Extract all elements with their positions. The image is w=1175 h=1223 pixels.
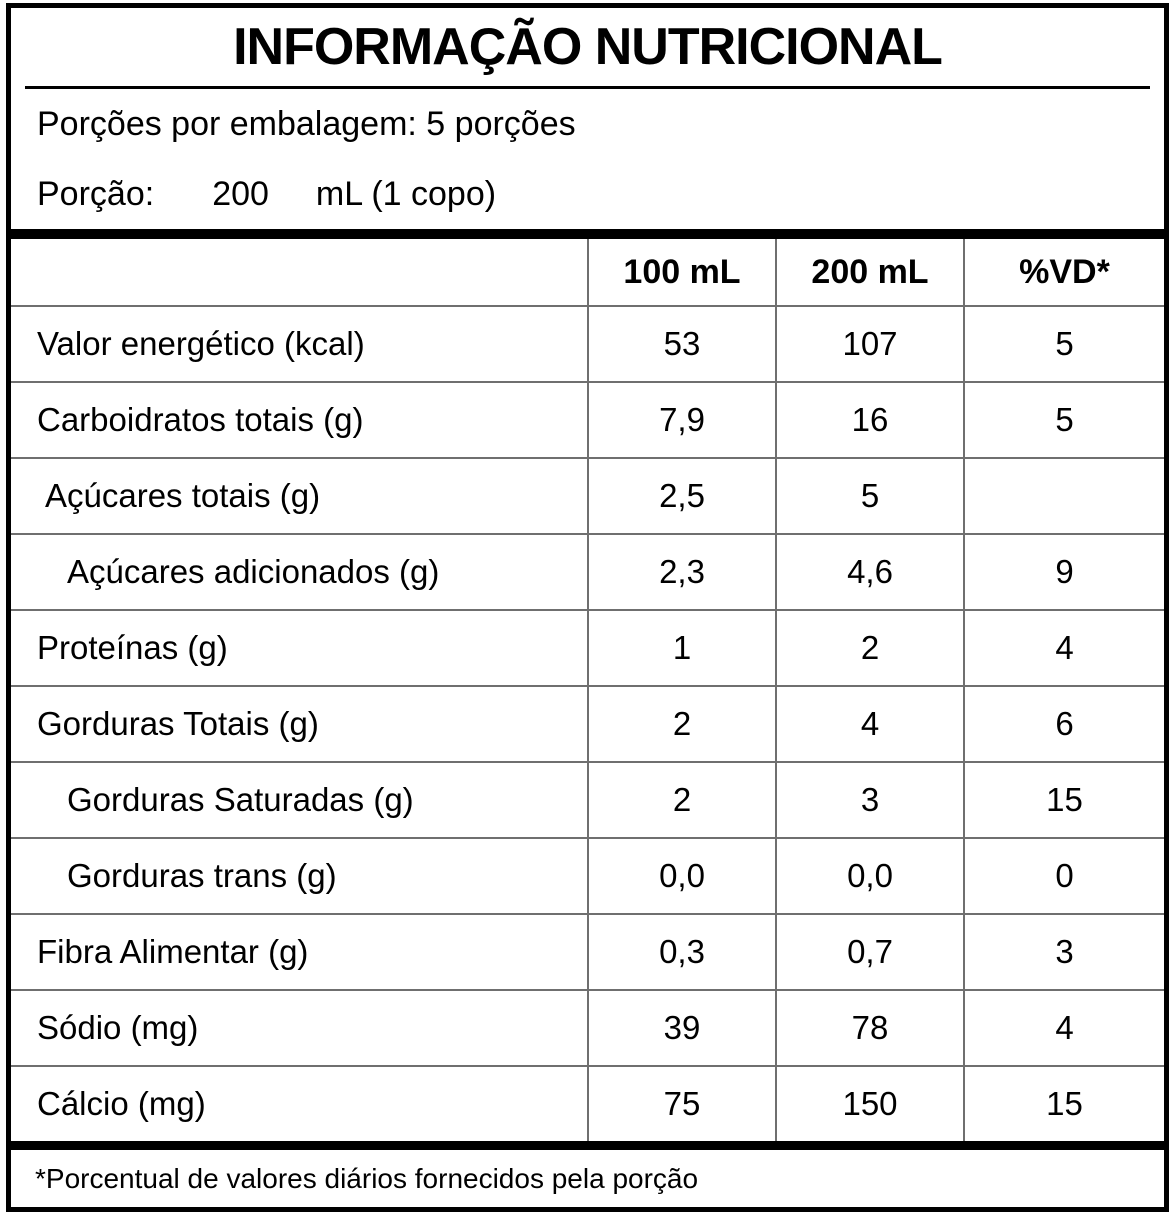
row-value-100ml: 7,9 (587, 381, 775, 457)
row-label: Sódio (mg) (11, 989, 587, 1065)
serving-size-line: Porção: 200 mL (1 copo) (11, 159, 1164, 229)
header-separator-bar (11, 229, 1164, 239)
row-value-vd: 4 (963, 989, 1164, 1065)
footnote-box: *Porcentual de valores diários fornecido… (11, 1150, 1164, 1207)
row-value-vd: 9 (963, 533, 1164, 609)
row-value-100ml: 2 (587, 761, 775, 837)
servings-per-package-line: Porções por embalagem: 5 porções (11, 89, 1164, 159)
row-value-100ml: 53 (587, 305, 775, 381)
row-value-100ml: 2,3 (587, 533, 775, 609)
nutrition-label: INFORMAÇÃO NUTRICIONAL Porções por embal… (6, 3, 1169, 1212)
row-value-vd: 3 (963, 913, 1164, 989)
row-label: Gorduras Totais (g) (11, 685, 587, 761)
row-label: Fibra Alimentar (g) (11, 913, 587, 989)
row-label: Açúcares totais (g) (11, 457, 587, 533)
footnote-text: *Porcentual de valores diários fornecido… (35, 1162, 699, 1194)
row-value-200ml: 4 (775, 685, 963, 761)
row-label: Açúcares adicionados (g) (11, 533, 587, 609)
row-value-100ml: 39 (587, 989, 775, 1065)
row-value-100ml: 2 (587, 685, 775, 761)
row-value-vd: 0 (963, 837, 1164, 913)
row-value-vd (963, 457, 1164, 533)
title-box: INFORMAÇÃO NUTRICIONAL (11, 8, 1164, 86)
footer-separator-bar (11, 1141, 1164, 1150)
row-value-200ml: 78 (775, 989, 963, 1065)
row-value-100ml: 0,3 (587, 913, 775, 989)
row-value-vd: 6 (963, 685, 1164, 761)
column-header-empty (11, 239, 587, 305)
servings-per-package-text: Porções por embalagem: 5 porções (37, 104, 576, 143)
row-label: Gorduras trans (g) (11, 837, 587, 913)
row-value-100ml: 1 (587, 609, 775, 685)
serving-size-label: Porção: (37, 174, 155, 213)
row-value-200ml: 3 (775, 761, 963, 837)
row-value-vd: 15 (963, 1065, 1164, 1141)
row-label: Valor energético (kcal) (11, 305, 587, 381)
column-header-200ml: 200 mL (775, 239, 963, 305)
row-value-vd: 5 (963, 381, 1164, 457)
row-value-200ml: 150 (775, 1065, 963, 1141)
row-value-100ml: 75 (587, 1065, 775, 1141)
row-value-200ml: 4,6 (775, 533, 963, 609)
row-value-100ml: 2,5 (587, 457, 775, 533)
row-value-100ml: 0,0 (587, 837, 775, 913)
row-value-200ml: 2 (775, 609, 963, 685)
nutrition-table: 100 mL 200 mL %VD* Valor energético (kca… (11, 239, 1164, 1141)
serving-size-amount: 200 (212, 174, 269, 213)
title-divider (25, 86, 1150, 89)
row-value-vd: 5 (963, 305, 1164, 381)
row-value-vd: 4 (963, 609, 1164, 685)
column-header-100ml: 100 mL (587, 239, 775, 305)
serving-size-unit: mL (1 copo) (315, 174, 497, 213)
row-value-200ml: 5 (775, 457, 963, 533)
row-value-200ml: 16 (775, 381, 963, 457)
row-label: Carboidratos totais (g) (11, 381, 587, 457)
row-label: Cálcio (mg) (11, 1065, 587, 1141)
row-value-200ml: 107 (775, 305, 963, 381)
row-label: Proteínas (g) (11, 609, 587, 685)
row-value-200ml: 0,0 (775, 837, 963, 913)
column-header-vd: %VD* (963, 239, 1164, 305)
row-label: Gorduras Saturadas (g) (11, 761, 587, 837)
row-value-200ml: 0,7 (775, 913, 963, 989)
row-value-vd: 15 (963, 761, 1164, 837)
page-title: INFORMAÇÃO NUTRICIONAL (233, 18, 943, 76)
